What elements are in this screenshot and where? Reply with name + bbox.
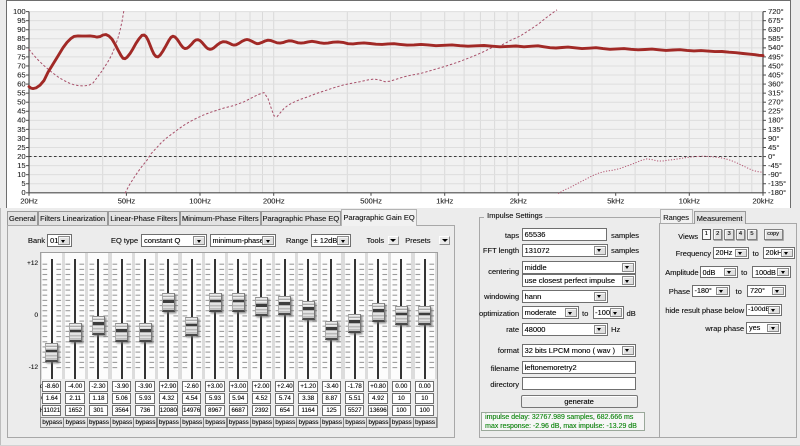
- svg-text:540°: 540°: [768, 43, 784, 52]
- svg-text:270°: 270°: [768, 98, 784, 107]
- svg-text:675°: 675°: [768, 16, 784, 25]
- svg-text:360°: 360°: [768, 79, 784, 88]
- svg-text:-180°: -180°: [768, 188, 786, 197]
- svg-text:55: 55: [17, 89, 25, 98]
- svg-text:5: 5: [21, 179, 25, 188]
- svg-text:0°: 0°: [768, 152, 775, 161]
- svg-text:80: 80: [17, 43, 25, 52]
- svg-text:450°: 450°: [768, 61, 784, 70]
- svg-text:405°: 405°: [768, 70, 784, 79]
- svg-text:-135°: -135°: [768, 179, 786, 188]
- svg-text:2kHz: 2kHz: [510, 196, 527, 205]
- svg-text:315°: 315°: [768, 89, 784, 98]
- svg-text:20Hz: 20Hz: [20, 196, 38, 205]
- svg-text:30: 30: [17, 134, 25, 143]
- svg-text:40: 40: [17, 116, 25, 125]
- svg-text:35: 35: [17, 125, 25, 134]
- svg-text:20: 20: [17, 152, 25, 161]
- svg-text:75: 75: [17, 52, 25, 61]
- svg-text:5kHz: 5kHz: [607, 196, 624, 205]
- svg-text:10kHz: 10kHz: [679, 196, 701, 205]
- svg-text:85: 85: [17, 34, 25, 43]
- svg-text:10: 10: [17, 170, 25, 179]
- svg-text:135°: 135°: [768, 125, 784, 134]
- svg-text:225°: 225°: [768, 107, 784, 116]
- svg-text:50: 50: [17, 98, 25, 107]
- svg-text:585°: 585°: [768, 34, 784, 43]
- svg-text:60: 60: [17, 79, 25, 88]
- svg-text:65: 65: [17, 70, 25, 79]
- svg-text:495°: 495°: [768, 52, 784, 61]
- svg-text:100Hz: 100Hz: [189, 196, 211, 205]
- svg-text:15: 15: [17, 161, 25, 170]
- svg-text:50Hz: 50Hz: [118, 196, 136, 205]
- svg-text:90: 90: [17, 25, 25, 34]
- svg-text:630°: 630°: [768, 25, 784, 34]
- svg-text:45°: 45°: [768, 143, 779, 152]
- svg-text:-45°: -45°: [768, 161, 782, 170]
- svg-text:180°: 180°: [768, 116, 784, 125]
- svg-text:90°: 90°: [768, 134, 779, 143]
- svg-text:-90°: -90°: [768, 170, 782, 179]
- svg-text:0: 0: [21, 188, 25, 197]
- svg-text:1kHz: 1kHz: [436, 196, 453, 205]
- svg-text:20kHz: 20kHz: [752, 196, 774, 205]
- svg-text:200Hz: 200Hz: [263, 196, 285, 205]
- svg-text:45: 45: [17, 107, 25, 116]
- svg-text:720°: 720°: [768, 7, 784, 16]
- svg-text:70: 70: [17, 61, 25, 70]
- svg-text:500Hz: 500Hz: [360, 196, 382, 205]
- svg-text:100: 100: [13, 7, 26, 16]
- svg-text:25: 25: [17, 143, 25, 152]
- svg-text:95: 95: [17, 16, 25, 25]
